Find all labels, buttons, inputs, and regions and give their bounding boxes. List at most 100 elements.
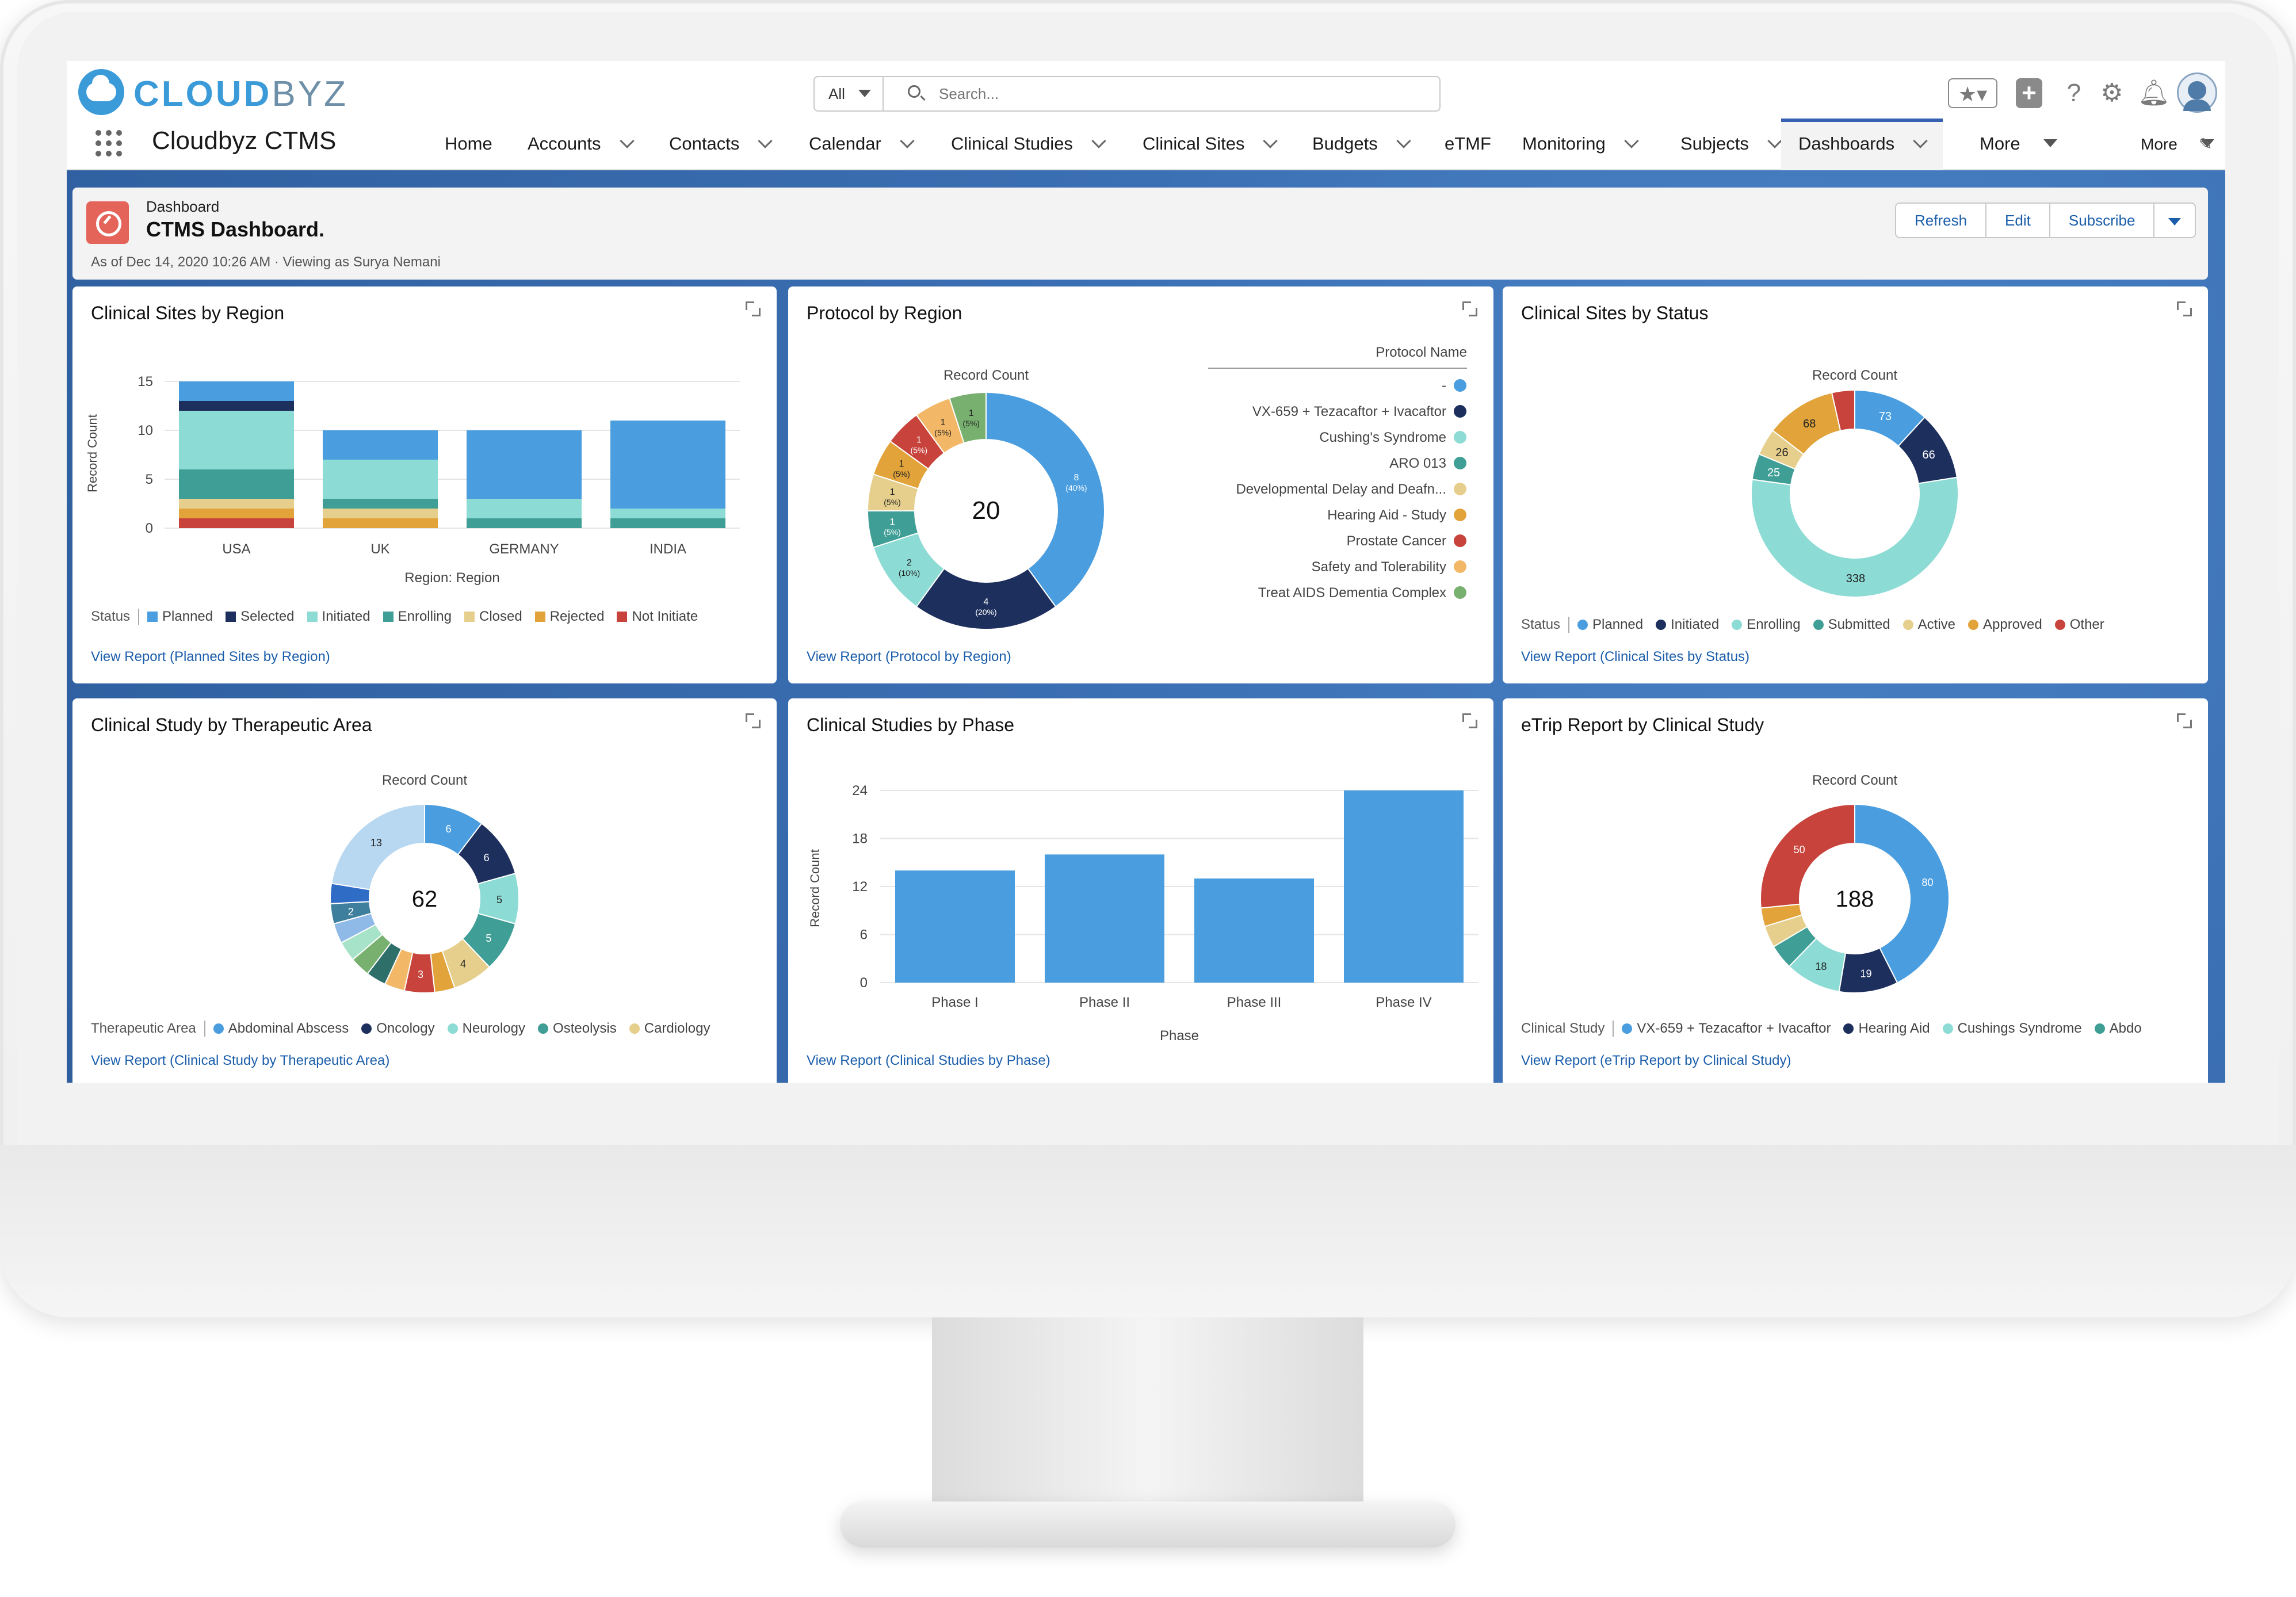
nav-tab-calendar[interactable]: Calendar <box>809 119 915 170</box>
legend-swatch[interactable] <box>1454 534 1466 547</box>
legend-item[interactable]: Closed <box>464 609 522 625</box>
bar-segment[interactable] <box>467 430 582 499</box>
gear-icon[interactable]: ⚙ <box>2100 79 2123 107</box>
expand-icon[interactable] <box>1462 301 1477 316</box>
legend-item[interactable]: Approved <box>1968 617 2042 633</box>
search-input[interactable] <box>939 83 1422 105</box>
legend-item[interactable]: Initiated <box>307 609 370 625</box>
chevron-down-icon[interactable] <box>2200 139 2214 147</box>
bar[interactable] <box>895 870 1015 983</box>
bar-segment[interactable] <box>610 518 725 528</box>
avatar[interactable] <box>2177 72 2217 113</box>
legend-swatch[interactable] <box>1454 560 1466 573</box>
legend-item[interactable]: Hearing Aid <box>1843 1021 1930 1037</box>
donut-slice[interactable] <box>1751 476 1959 598</box>
nav-tab-monitoring[interactable]: Monitoring <box>1522 119 1639 170</box>
edit-nav-icon[interactable]: ✎ <box>2199 135 2213 153</box>
legend-item[interactable]: Abdominal Abscess <box>213 1021 349 1037</box>
chevron-down-icon[interactable] <box>2043 139 2057 147</box>
nav-tab-home[interactable]: Home <box>445 119 492 170</box>
help-icon[interactable]: ? <box>2066 79 2081 107</box>
legend-item[interactable]: Cardiology <box>629 1021 710 1037</box>
bar-segment[interactable] <box>610 421 725 509</box>
bar[interactable] <box>1344 790 1464 983</box>
legend-swatch[interactable] <box>1454 483 1466 495</box>
chevron-down-icon[interactable] <box>758 133 773 148</box>
expand-icon[interactable] <box>2177 713 2192 728</box>
legend-item[interactable]: Cushings Syndrome <box>1942 1021 2082 1037</box>
legend-item[interactable]: Rejected <box>534 609 604 625</box>
legend-item[interactable]: Submitted <box>1813 617 1890 633</box>
chevron-down-icon[interactable] <box>1091 133 1106 148</box>
search-scope-select[interactable]: All <box>815 77 884 110</box>
legend-swatch[interactable] <box>1454 379 1466 392</box>
chevron-down-icon[interactable] <box>619 133 635 148</box>
donut-slice[interactable] <box>1854 803 1950 984</box>
bar-segment[interactable] <box>610 509 725 518</box>
bar-segment[interactable] <box>467 518 582 528</box>
favorites-star-icon[interactable]: ★▾ <box>1948 78 1997 108</box>
donut-slice[interactable] <box>331 803 425 891</box>
bar-segment[interactable] <box>323 430 438 460</box>
bar-segment[interactable] <box>467 499 582 518</box>
legend-item[interactable]: Active <box>1902 617 1955 633</box>
nav-tab-subjects[interactable]: Subjects <box>1680 119 1782 170</box>
legend-item[interactable]: Planned <box>147 609 213 625</box>
nav-tab-etmf[interactable]: eTMF <box>1445 119 1491 170</box>
legend-item[interactable]: Neurology <box>447 1021 525 1037</box>
legend-item[interactable]: Not Initiate <box>617 609 698 625</box>
expand-icon[interactable] <box>746 713 761 728</box>
nav-tab-more[interactable]: More <box>2141 119 2214 170</box>
refresh-button[interactable]: Refresh <box>1896 204 1987 237</box>
chevron-down-icon[interactable] <box>1263 133 1278 148</box>
view-report-link[interactable]: View Report (Planned Sites by Region) <box>91 649 330 664</box>
view-report-link[interactable]: View Report (eTrip Report by Clinical St… <box>1521 1053 1791 1068</box>
legend-item[interactable]: Oncology <box>361 1021 435 1037</box>
bar-segment[interactable] <box>179 411 294 469</box>
legend-item[interactable]: VX-659 + Tezacaftor + Ivacaftor <box>1622 1021 1831 1037</box>
chevron-down-icon[interactable] <box>1624 133 1639 148</box>
more-actions-button[interactable] <box>2154 204 2195 237</box>
donut-slice[interactable] <box>949 391 987 444</box>
nav-tab-more[interactable]: More <box>1980 119 2057 170</box>
bar-segment[interactable] <box>179 381 294 401</box>
donut-slice[interactable] <box>915 567 1057 630</box>
legend-swatch[interactable] <box>1454 457 1466 469</box>
legend-swatch[interactable] <box>1454 405 1466 418</box>
legend-swatch[interactable] <box>1454 586 1466 599</box>
legend-item[interactable]: Selected <box>226 609 295 625</box>
legend-swatch[interactable] <box>1454 509 1466 521</box>
view-report-link[interactable]: View Report (Clinical Sites by Status) <box>1521 649 1750 664</box>
expand-icon[interactable] <box>746 301 761 316</box>
nav-tab-dashboards[interactable]: Dashboards <box>1781 119 1943 170</box>
view-report-link[interactable]: View Report (Clinical Studies by Phase) <box>807 1053 1050 1068</box>
nav-tab-budgets[interactable]: Budgets <box>1312 119 1411 170</box>
chevron-down-icon[interactable] <box>900 133 915 148</box>
bar-segment[interactable] <box>179 518 294 528</box>
legend-item[interactable]: Planned <box>1577 617 1643 633</box>
bar-segment[interactable] <box>323 499 438 509</box>
bar[interactable] <box>1194 878 1314 983</box>
view-report-link[interactable]: View Report (Clinical Study by Therapeut… <box>91 1053 390 1068</box>
app-launcher-icon[interactable] <box>95 130 124 159</box>
legend-item[interactable]: Initiated <box>1656 617 1719 633</box>
donut-slice[interactable] <box>1760 803 1855 909</box>
donut-slice[interactable] <box>1831 389 1855 431</box>
bell-icon[interactable]: 🔔︎ <box>2138 79 2170 107</box>
expand-icon[interactable] <box>1462 713 1477 728</box>
nav-tab-clinical-studies[interactable]: Clinical Studies <box>951 119 1106 170</box>
nav-tab-clinical-sites[interactable]: Clinical Sites <box>1143 119 1278 170</box>
bar-segment[interactable] <box>179 499 294 509</box>
chevron-down-icon[interactable] <box>1396 133 1411 148</box>
bar-segment[interactable] <box>179 401 294 411</box>
bar[interactable] <box>1045 854 1164 983</box>
add-icon[interactable]: + <box>2016 78 2042 108</box>
legend-swatch[interactable] <box>1454 431 1466 444</box>
subscribe-button[interactable]: Subscribe <box>2050 204 2155 237</box>
legend-item[interactable]: Osteolysis <box>538 1021 617 1037</box>
bar-segment[interactable] <box>179 469 294 499</box>
legend-item[interactable]: Enrolling <box>383 609 452 625</box>
nav-tab-contacts[interactable]: Contacts <box>669 119 773 170</box>
bar-segment[interactable] <box>323 518 438 528</box>
bar-segment[interactable] <box>323 460 438 499</box>
